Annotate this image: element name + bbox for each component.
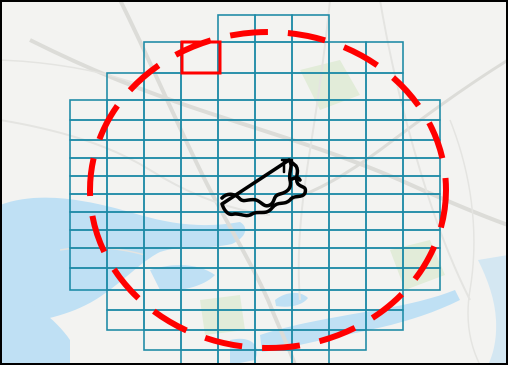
park-area: [200, 295, 245, 335]
road: [289, 58, 508, 202]
selected-grid-cell[interactable]: [180, 40, 222, 75]
water-body: [0, 290, 70, 365]
water-body: [260, 290, 460, 352]
route-track[interactable]: [280, 158, 294, 174]
grid-cell[interactable]: [291, 349, 330, 365]
buffer-circle[interactable]: [87, 29, 449, 351]
road: [0, 59, 141, 86]
water-body: [150, 265, 215, 291]
track-layer[interactable]: [220, 158, 308, 218]
road: [379, 0, 471, 301]
route-track[interactable]: [220, 158, 308, 218]
road: [297, 0, 331, 301]
road: [449, 119, 481, 365]
river: [478, 255, 508, 365]
road: [0, 119, 271, 216]
